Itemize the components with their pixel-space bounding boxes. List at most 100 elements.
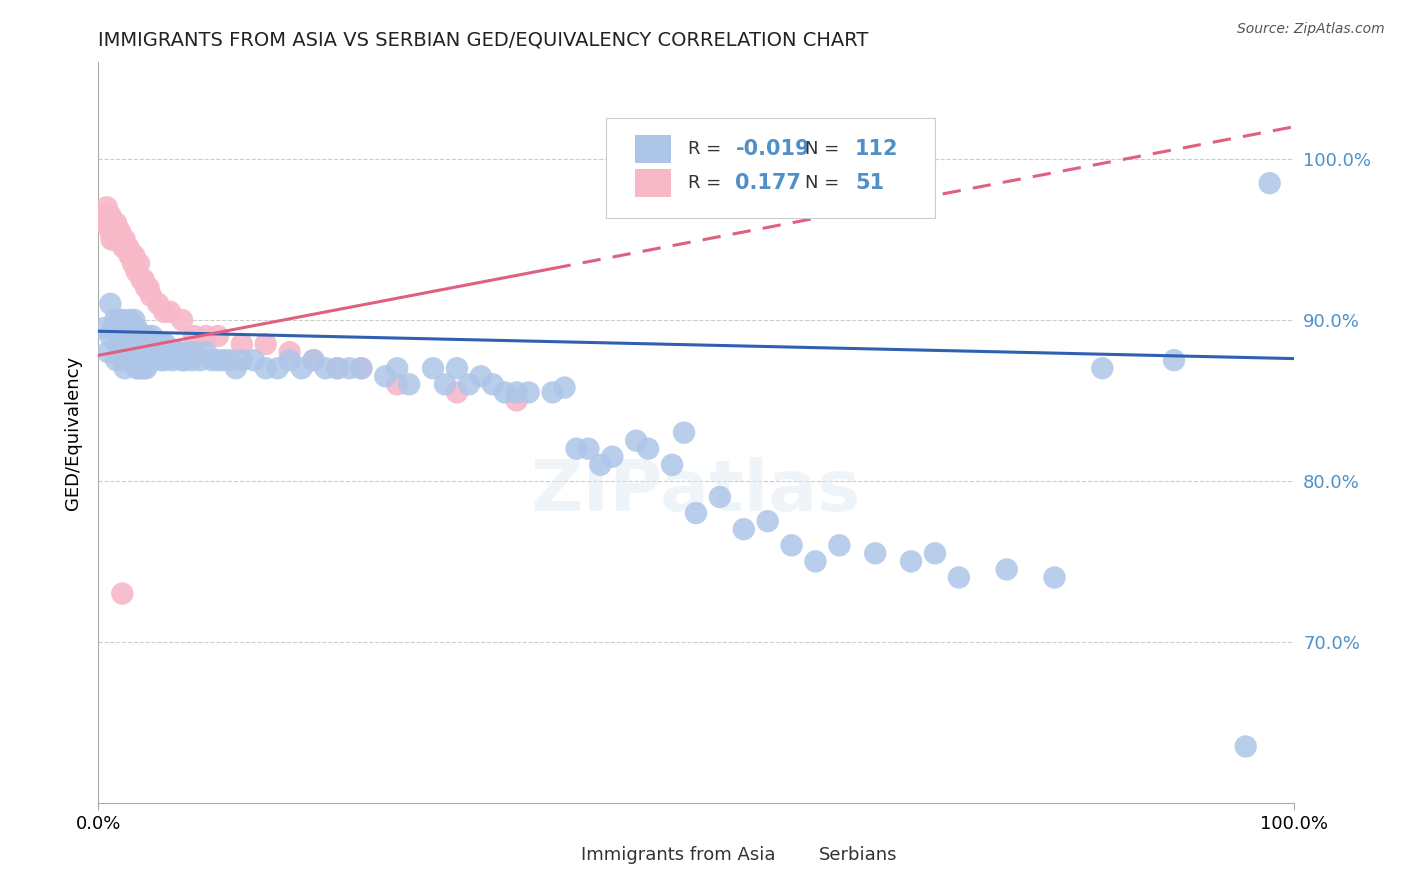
Text: Immigrants from Asia: Immigrants from Asia <box>581 846 776 863</box>
Point <box>326 361 349 376</box>
Point <box>155 337 177 351</box>
Point <box>104 313 127 327</box>
Point <box>554 380 576 394</box>
Point <box>142 345 165 359</box>
Point <box>159 345 181 359</box>
Point <box>243 353 266 368</box>
Point <box>115 241 138 255</box>
Point <box>101 321 124 335</box>
Point <box>114 361 136 376</box>
Point <box>207 353 229 368</box>
Point <box>924 546 946 560</box>
Point <box>98 208 122 222</box>
Point <box>125 361 148 376</box>
Point <box>135 329 157 343</box>
Point <box>162 353 184 368</box>
Point <box>121 249 143 263</box>
Point <box>139 289 162 303</box>
Text: R =: R = <box>688 174 727 192</box>
Point <box>602 450 624 464</box>
Point <box>149 353 172 368</box>
Point <box>434 377 457 392</box>
Point <box>132 329 155 343</box>
Point <box>315 361 337 376</box>
Point <box>128 257 150 271</box>
Point <box>114 329 136 343</box>
Point <box>135 361 157 376</box>
Point <box>122 257 145 271</box>
Point <box>105 321 128 335</box>
Point <box>578 442 600 456</box>
Point <box>131 329 153 343</box>
Point <box>112 241 135 255</box>
Point <box>152 337 174 351</box>
Point <box>267 361 290 376</box>
Point <box>139 345 162 359</box>
Point <box>108 345 131 359</box>
Point <box>278 353 301 368</box>
Text: 51: 51 <box>855 173 884 194</box>
Point <box>398 377 420 392</box>
Point <box>159 305 181 319</box>
Point <box>145 337 167 351</box>
Point <box>385 377 409 392</box>
FancyBboxPatch shape <box>786 844 811 865</box>
Point <box>756 514 779 528</box>
Point <box>103 224 125 238</box>
Point <box>125 265 148 279</box>
Point <box>120 249 142 263</box>
Point <box>115 321 138 335</box>
Point <box>291 361 314 376</box>
Point <box>231 337 253 351</box>
Point <box>98 329 122 343</box>
Point <box>541 385 564 400</box>
Point <box>148 297 170 311</box>
Point <box>446 385 468 400</box>
Point <box>169 345 191 359</box>
Point <box>565 442 588 456</box>
Point <box>105 216 128 230</box>
Point <box>231 353 253 368</box>
Point <box>107 232 129 246</box>
Point <box>177 345 200 359</box>
Point <box>626 434 648 448</box>
Point <box>212 353 235 368</box>
Point <box>339 361 361 376</box>
Y-axis label: GED/Equivalency: GED/Equivalency <box>63 356 82 509</box>
Point <box>326 361 349 376</box>
Point <box>302 353 325 368</box>
Point <box>111 232 134 246</box>
Point <box>470 369 492 384</box>
Point <box>96 200 118 214</box>
Point <box>207 329 229 343</box>
FancyBboxPatch shape <box>636 169 671 197</box>
Point <box>219 353 242 368</box>
Point <box>188 353 211 368</box>
Point <box>165 345 187 359</box>
Point <box>828 538 851 552</box>
Point <box>180 353 202 368</box>
Point <box>446 361 468 376</box>
Point <box>173 353 195 368</box>
Point <box>172 353 194 368</box>
Point <box>107 337 129 351</box>
Point <box>118 345 141 359</box>
Text: IMMIGRANTS FROM ASIA VS SERBIAN GED/EQUIVALENCY CORRELATION CHART: IMMIGRANTS FROM ASIA VS SERBIAN GED/EQUI… <box>98 30 869 50</box>
Point <box>195 345 218 359</box>
Point <box>685 506 707 520</box>
FancyBboxPatch shape <box>636 135 671 163</box>
Point <box>101 216 124 230</box>
Point <box>780 538 803 552</box>
Point <box>1091 361 1114 376</box>
Point <box>98 208 121 222</box>
Point <box>254 361 277 376</box>
Point <box>156 345 179 359</box>
Point <box>128 329 150 343</box>
Text: Serbians: Serbians <box>820 846 897 863</box>
Point <box>201 353 224 368</box>
Text: 112: 112 <box>855 139 898 159</box>
Point <box>108 224 131 238</box>
Point <box>589 458 612 472</box>
Point <box>517 385 540 400</box>
Point <box>1043 570 1066 584</box>
